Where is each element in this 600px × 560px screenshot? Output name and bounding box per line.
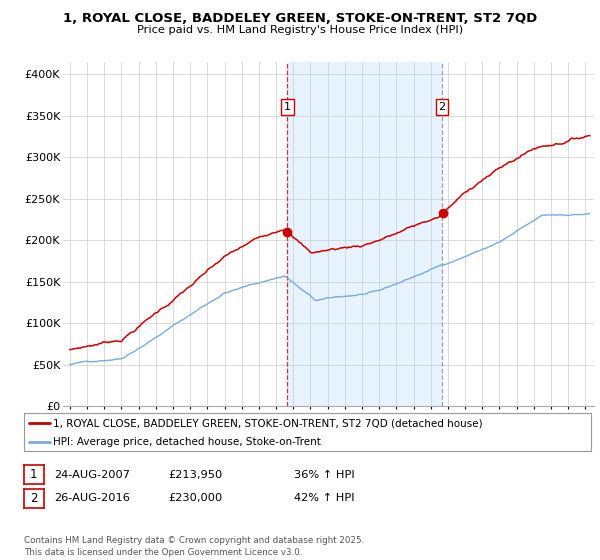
Text: Contains HM Land Registry data © Crown copyright and database right 2025.
This d: Contains HM Land Registry data © Crown c… <box>24 536 364 557</box>
Bar <box>287 62 442 406</box>
Text: 2: 2 <box>439 102 445 112</box>
Text: 1, ROYAL CLOSE, BADDELEY GREEN, STOKE-ON-TRENT, ST2 7QD (detached house): 1, ROYAL CLOSE, BADDELEY GREEN, STOKE-ON… <box>53 418 483 428</box>
Text: 2: 2 <box>30 492 38 505</box>
Text: 24-AUG-2007: 24-AUG-2007 <box>54 470 130 480</box>
Text: 36% ↑ HPI: 36% ↑ HPI <box>294 470 355 480</box>
Text: 42% ↑ HPI: 42% ↑ HPI <box>294 493 355 503</box>
Text: Price paid vs. HM Land Registry's House Price Index (HPI): Price paid vs. HM Land Registry's House … <box>137 25 463 35</box>
Text: 1: 1 <box>30 468 38 482</box>
Text: £230,000: £230,000 <box>168 493 222 503</box>
Text: £213,950: £213,950 <box>168 470 222 480</box>
Text: 1, ROYAL CLOSE, BADDELEY GREEN, STOKE-ON-TRENT, ST2 7QD: 1, ROYAL CLOSE, BADDELEY GREEN, STOKE-ON… <box>63 12 537 25</box>
Text: HPI: Average price, detached house, Stoke-on-Trent: HPI: Average price, detached house, Stok… <box>53 437 322 447</box>
Text: 1: 1 <box>284 102 291 112</box>
Text: 26-AUG-2016: 26-AUG-2016 <box>54 493 130 503</box>
